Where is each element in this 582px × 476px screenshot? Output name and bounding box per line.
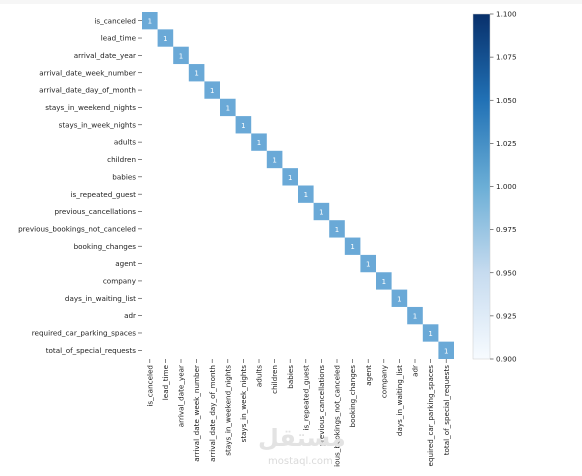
x-tick-label: ious_bookings_not_canceled <box>333 365 342 467</box>
heatmap-cell-label: 1 <box>413 313 417 321</box>
y-tick-label: is_repeated_guest <box>71 190 137 199</box>
heatmap-cell-label: 1 <box>272 156 276 164</box>
heatmap-cell-label: 1 <box>288 174 292 182</box>
x-tick-label: company <box>379 364 388 398</box>
heatmap-cell-label: 1 <box>397 295 401 303</box>
x-tick-label: children <box>270 365 279 394</box>
heatmap-cell-adr <box>407 306 423 325</box>
heatmap-cell-label: 1 <box>226 104 230 112</box>
x-tick-label: arrival_date_year <box>177 365 186 427</box>
heatmap-cell-stays_in_week_nights <box>235 116 252 134</box>
watermark-url: mostaql.com <box>268 456 333 467</box>
heatmap-cell-is_canceled <box>142 12 158 30</box>
x-tick-label: adults <box>255 365 264 387</box>
x-tick-label: stays_in_weekend_nights <box>223 365 232 456</box>
y-tick-label: arrival_date_year <box>74 51 136 60</box>
x-tick-label: adr <box>411 365 420 377</box>
heatmap-cell-lead_time <box>157 29 174 47</box>
heatmap-cell-label: 1 <box>148 18 152 26</box>
y-tick-label: stays_in_weekend_nights <box>45 103 136 112</box>
y-tick-label: is_canceled <box>94 16 136 25</box>
heatmap-cell-babies <box>282 168 298 186</box>
heatmap-cell-company <box>376 272 392 290</box>
y-tick-label: previous_cancellations <box>54 207 136 216</box>
x-tick-label: days_in_waiting_list <box>395 365 404 436</box>
heatmap-cell-days_in_waiting_list <box>391 289 408 307</box>
y-tick-label: arrival_date_day_of_month <box>39 86 136 95</box>
heatmap-cell-label: 1 <box>163 35 167 43</box>
x-tick-label: equired_car_parking_spaces <box>426 365 435 467</box>
heatmap-cell-total_of_special_requests <box>438 341 454 359</box>
heatmap-cell-label: 1 <box>444 347 448 355</box>
heatmap-cell-stays_in_weekend_nights <box>220 98 236 117</box>
y-tick-label: agent <box>115 259 136 268</box>
colorbar-tick-label: 1.025 <box>496 139 517 148</box>
heatmap-cell-label: 1 <box>335 226 339 234</box>
y-tick-label: total_of_special_requests <box>46 346 137 355</box>
x-tick-label: previous_cancellations <box>317 365 326 447</box>
y-tick-label: previous_bookings_not_canceled <box>18 224 136 233</box>
y-tick-label: stays_in_week_nights <box>59 120 137 129</box>
x-tick-label: total_of_special_requests <box>442 365 451 456</box>
top-border <box>0 0 582 4</box>
y-tick-label: booking_changes <box>74 242 137 251</box>
y-tick-label: children <box>107 155 136 164</box>
heatmap-cell-label: 1 <box>428 330 432 338</box>
heatmap-cell-label: 1 <box>194 70 198 78</box>
colorbar <box>472 13 491 360</box>
y-tick-label: required_car_parking_spaces <box>32 329 136 338</box>
colorbar-tick-label: 1.000 <box>496 182 517 191</box>
heatmap-cell-is_repeated_guest <box>298 185 314 203</box>
y-tick-label: company <box>103 277 137 286</box>
x-tick-label: babies <box>286 365 295 389</box>
colorbar-tick-label: 0.975 <box>496 225 517 234</box>
y-tick-label: arrival_date_week_number <box>39 68 136 77</box>
heatmap-cell-label: 1 <box>304 191 308 199</box>
heatmap-cell-arrival_date_day_of_month <box>204 81 220 99</box>
heatmap-cell-label: 1 <box>179 52 183 60</box>
heatmap-cell-arrival_date_week_number <box>188 64 205 82</box>
y-tick-label: lead_time <box>101 34 137 43</box>
colorbar-tick-label: 0.950 <box>496 268 517 277</box>
heatmap-cell-children <box>266 150 283 169</box>
heatmap-cell-agent <box>360 254 376 273</box>
heatmap-cell-required_car_parking_spaces <box>422 324 439 342</box>
heatmap-cell-label: 1 <box>257 139 261 147</box>
heatmap-cell-label: 1 <box>350 243 354 251</box>
colorbar-tick-label: 1.050 <box>496 96 517 105</box>
x-tick-label: lead_time <box>161 364 170 400</box>
heatmap-cell-booking_changes <box>344 237 361 255</box>
heatmap-cell-label: 1 <box>241 122 245 130</box>
heatmap-cell-label: 1 <box>366 261 370 269</box>
heatmap-cell-label: 1 <box>319 209 323 217</box>
x-tick-label: agent <box>364 365 373 386</box>
x-tick-label: stays_in_week_nights <box>239 365 248 443</box>
colorbar-tick-label: 1.100 <box>496 10 517 19</box>
y-tick-label: days_in_waiting_list <box>65 294 136 303</box>
colorbar-tick-label: 0.900 <box>496 355 517 364</box>
x-tick-label: booking_changes <box>348 365 357 428</box>
colorbar-tick-label: 0.925 <box>496 311 517 320</box>
y-tick-label: babies <box>112 172 136 181</box>
heatmap-cell-arrival_date_year <box>173 46 189 65</box>
x-tick-label: is_canceled <box>145 365 154 407</box>
x-tick-label: arrival_date_day_of_month <box>208 365 217 462</box>
heatmap-cell-label: 1 <box>382 278 386 286</box>
watermark-arabic: مستقل <box>258 424 346 452</box>
x-tick-label: arrival_date_week_number <box>192 365 201 462</box>
y-tick-label: adr <box>124 311 136 320</box>
heatmap-cell-previous_bookings_not_canceled <box>329 220 345 238</box>
x-tick-label: is_repeated_guest <box>301 365 310 431</box>
heatmap-cell-previous_cancellations <box>313 202 330 221</box>
y-tick-label: adults <box>114 138 136 147</box>
heatmap-cell-adults <box>251 133 267 151</box>
colorbar-tick-label: 1.075 <box>496 53 517 62</box>
heatmap-cell-label: 1 <box>210 87 214 95</box>
